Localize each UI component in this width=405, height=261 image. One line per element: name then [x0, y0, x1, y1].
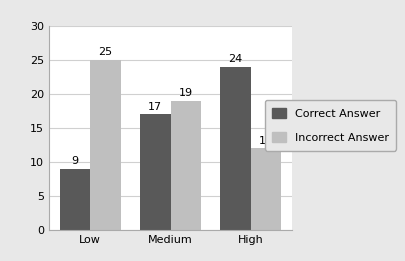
Text: 19: 19 — [178, 88, 192, 98]
Bar — [250, 148, 281, 230]
Bar — [90, 60, 120, 230]
Bar — [60, 169, 90, 230]
Text: 12: 12 — [258, 135, 273, 146]
Text: 9: 9 — [71, 156, 79, 166]
Bar — [140, 114, 170, 230]
Text: 25: 25 — [98, 47, 112, 57]
Text: 24: 24 — [228, 54, 242, 64]
Bar — [220, 67, 250, 230]
Legend: Correct Answer, Incorrect Answer: Correct Answer, Incorrect Answer — [264, 100, 395, 151]
Bar — [170, 101, 200, 230]
Text: 17: 17 — [148, 102, 162, 112]
